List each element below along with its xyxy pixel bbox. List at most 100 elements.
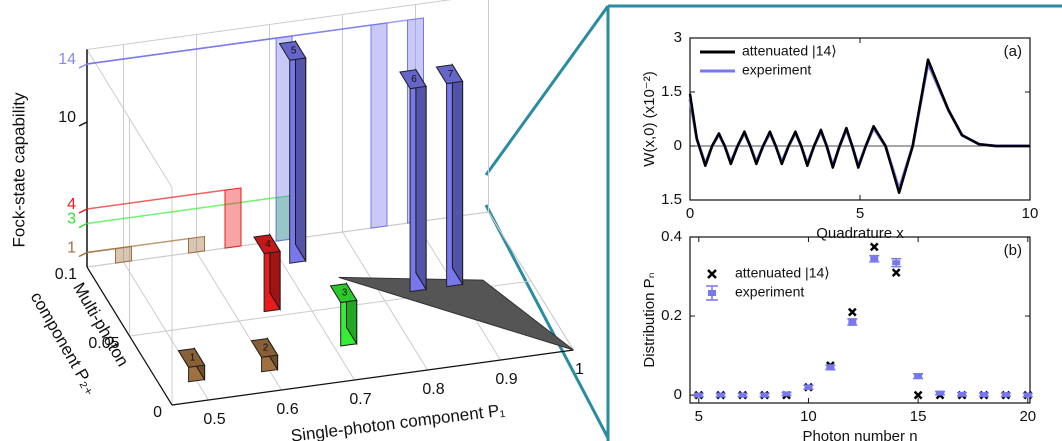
x-axis bbox=[171, 349, 574, 406]
z-tick-label: 3 bbox=[67, 211, 76, 228]
bar-top bbox=[329, 283, 358, 304]
bar-shadow bbox=[188, 235, 205, 254]
point bbox=[760, 392, 769, 398]
y-tick-label: 0.1 bbox=[55, 266, 77, 283]
x-tick-label: 5 bbox=[856, 205, 864, 222]
x-tick-label: 5 bbox=[695, 408, 703, 425]
x-tick-label: 0 bbox=[686, 205, 694, 222]
zoom-line bbox=[484, 204, 610, 439]
bar-label: 3 bbox=[342, 288, 348, 299]
series-line bbox=[688, 61, 1030, 191]
bar-side bbox=[451, 63, 464, 287]
bar-top bbox=[278, 40, 307, 61]
bar-side bbox=[415, 68, 427, 292]
point bbox=[848, 319, 857, 325]
x-tick-label: 0.8 bbox=[422, 381, 444, 398]
y-tick-label: 1.5 bbox=[661, 191, 682, 208]
zoom-line bbox=[484, 5, 610, 176]
plot-frame bbox=[689, 37, 1031, 201]
point bbox=[1001, 392, 1010, 398]
y-axis-label: Distribution Pₙ bbox=[641, 272, 658, 367]
z-tick-label: 10 bbox=[58, 109, 76, 126]
legend-label: attenuated |14⟩ bbox=[742, 43, 837, 59]
x-tick-label: 1 bbox=[575, 361, 584, 378]
point bbox=[694, 392, 703, 398]
x-tick-label: 0.7 bbox=[349, 391, 371, 408]
z-tick-label: 14 bbox=[58, 51, 76, 68]
y-tick-label: 0 bbox=[674, 137, 682, 154]
y-tick-label: 0 bbox=[153, 404, 162, 421]
bar-label: 1 bbox=[190, 353, 196, 364]
z-tick bbox=[78, 121, 88, 127]
y-axis-label: W(x,0) (x10⁻²) bbox=[641, 71, 658, 166]
marker-x bbox=[707, 269, 717, 279]
x-tick-label: 15 bbox=[910, 408, 927, 425]
level-line bbox=[86, 189, 226, 210]
bar-top bbox=[250, 337, 279, 358]
plot-frame bbox=[689, 236, 1031, 404]
z-tick-label: 4 bbox=[67, 196, 76, 213]
shadow-region bbox=[338, 276, 574, 351]
x-axis-label: Single-photon component P₁ bbox=[290, 400, 507, 441]
point bbox=[804, 384, 813, 390]
bar-top bbox=[177, 347, 206, 368]
y-axis bbox=[86, 266, 173, 406]
x-tick-label: 0.6 bbox=[276, 401, 298, 418]
z-tick-label: 1 bbox=[67, 240, 76, 257]
x-tick-label: 10 bbox=[800, 408, 817, 425]
point bbox=[979, 392, 988, 398]
bar-label: 7 bbox=[448, 69, 454, 80]
x-axis-label: Photon number n bbox=[802, 428, 917, 441]
point bbox=[716, 392, 725, 398]
marker-x bbox=[891, 268, 901, 277]
y-tick-label: 3 bbox=[674, 29, 682, 46]
level-line bbox=[86, 237, 189, 254]
point bbox=[914, 373, 923, 379]
legend-label: experiment bbox=[742, 62, 811, 78]
point bbox=[738, 392, 747, 398]
z-tick bbox=[78, 63, 88, 69]
marker-x bbox=[913, 390, 923, 400]
point bbox=[936, 390, 945, 396]
level-line bbox=[86, 19, 408, 65]
y-tick-label: 0.4 bbox=[661, 228, 682, 245]
bar-label: 2 bbox=[263, 343, 269, 354]
bar-shadow bbox=[224, 187, 242, 249]
bar-top bbox=[435, 64, 464, 85]
bar-shadow bbox=[370, 22, 388, 229]
marker-x bbox=[869, 242, 879, 252]
point bbox=[1023, 392, 1032, 398]
y-tick-label: 0 bbox=[674, 386, 682, 403]
legend-label: experiment bbox=[735, 284, 804, 300]
z-axis-label: Fock-state capability bbox=[9, 92, 28, 247]
z-tick bbox=[78, 251, 88, 258]
point bbox=[892, 260, 901, 266]
x-axis-label: Quadrature x bbox=[816, 225, 904, 242]
legend-swatch bbox=[708, 290, 716, 296]
bar-top bbox=[399, 69, 427, 90]
x-tick-label: 0.5 bbox=[203, 411, 225, 428]
x-tick-label: 10 bbox=[1022, 205, 1039, 222]
point bbox=[782, 391, 791, 397]
marker-x bbox=[847, 307, 857, 317]
bar-label: 4 bbox=[265, 239, 271, 250]
legend-label: attenuated |14⟩ bbox=[735, 265, 830, 281]
point bbox=[870, 256, 879, 262]
bar-side bbox=[295, 39, 307, 263]
y-tick-label: 1.5 bbox=[661, 83, 682, 100]
y-tick-label: 0.05 bbox=[88, 335, 119, 352]
level-line bbox=[86, 196, 277, 225]
z-tick bbox=[78, 208, 88, 214]
z-tick bbox=[78, 222, 88, 229]
bar-top bbox=[253, 234, 281, 255]
y-tick-label: 0.2 bbox=[661, 307, 682, 324]
panel-label: (a) bbox=[1004, 43, 1022, 60]
x-tick-label: 0.9 bbox=[495, 371, 517, 388]
panel-label: (b) bbox=[1004, 242, 1022, 259]
x-tick-label: 20 bbox=[1019, 408, 1036, 425]
point bbox=[826, 364, 835, 370]
point bbox=[958, 391, 966, 397]
series-line bbox=[688, 58, 1030, 195]
bar-label: 6 bbox=[411, 74, 417, 85]
